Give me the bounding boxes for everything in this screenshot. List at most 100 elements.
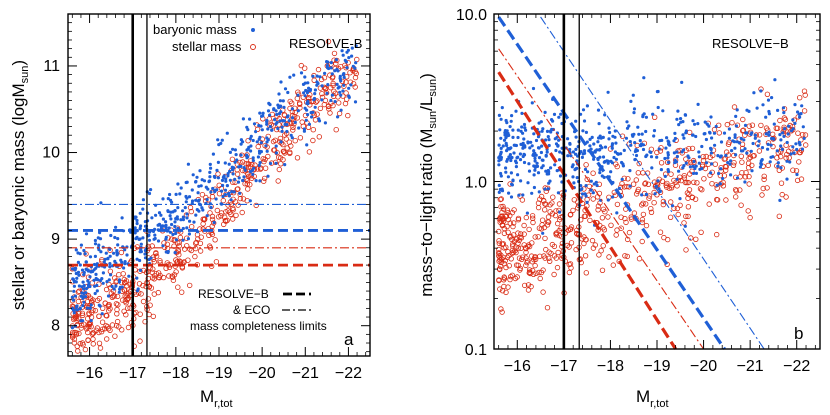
stellar-point xyxy=(287,98,293,105)
panel-b-xlabel: Mr,tot xyxy=(636,387,669,410)
baryonic-point xyxy=(800,104,804,108)
stellar-point xyxy=(765,162,771,169)
baryonic-point xyxy=(764,132,768,136)
baryonic-point xyxy=(114,225,118,229)
stellar-point xyxy=(545,214,552,220)
completeness-line1: RESOLVE−B xyxy=(198,287,269,301)
baryonic-point xyxy=(664,146,668,150)
stellar-point xyxy=(207,210,213,216)
stellar-point xyxy=(536,269,542,276)
baryonic-point xyxy=(634,153,639,158)
stellar-point xyxy=(519,197,526,203)
baryonic-point xyxy=(265,149,269,153)
baryonic-point xyxy=(753,133,758,137)
stellar-point xyxy=(499,222,506,228)
baryonic-point xyxy=(546,168,550,173)
baryonic-point xyxy=(297,126,301,130)
stellar-point xyxy=(249,161,255,168)
baryonic-point xyxy=(524,128,528,132)
baryonic-point xyxy=(305,91,309,95)
stellar-point xyxy=(530,271,537,277)
baryonic-point xyxy=(342,83,346,87)
stellar-point xyxy=(310,137,316,144)
baryonic-point xyxy=(584,184,588,188)
baryonic-point xyxy=(766,98,771,102)
baryonic-point xyxy=(248,199,252,203)
baryonic-point xyxy=(254,130,258,134)
stellar-point xyxy=(555,249,561,256)
baryonic-point xyxy=(499,150,503,154)
stellar-point xyxy=(272,137,278,143)
stellar-point xyxy=(278,161,284,167)
baryonic-point xyxy=(726,161,730,165)
baryonic-point xyxy=(788,160,792,164)
stellar-point xyxy=(675,211,681,218)
baryonic-point xyxy=(261,114,265,118)
baryonic-point xyxy=(279,110,283,114)
baryonic-point xyxy=(543,187,547,191)
baryonic-point xyxy=(715,183,719,187)
baryonic-point xyxy=(585,200,589,204)
baryonic-point xyxy=(499,146,503,150)
baryonic-point xyxy=(558,174,563,178)
stellar-point xyxy=(532,254,538,260)
baryonic-point xyxy=(345,50,349,54)
baryonic-point xyxy=(280,129,284,133)
stellar-point xyxy=(532,234,538,240)
baryonic-point xyxy=(229,198,233,202)
baryonic-point xyxy=(526,181,530,185)
stellar-point xyxy=(112,333,118,339)
baryonic-point xyxy=(700,144,704,149)
baryonic-point xyxy=(657,147,661,151)
stellar-point xyxy=(192,245,199,252)
baryonic-point xyxy=(785,140,789,145)
baryonic-point xyxy=(675,150,679,154)
baryonic-point xyxy=(88,255,93,259)
baryonic-point xyxy=(316,81,320,86)
stellar-point xyxy=(209,213,216,220)
baryonic-point xyxy=(503,133,507,137)
baryonic-point xyxy=(700,167,704,171)
baryonic-point xyxy=(656,89,660,94)
stellar-point xyxy=(779,191,785,198)
stellar-point xyxy=(345,112,351,119)
stellar-point xyxy=(297,135,304,141)
baryonic-point xyxy=(569,154,573,158)
baryonic-point xyxy=(138,258,142,263)
baryonic-point xyxy=(768,160,772,164)
stellar-point xyxy=(244,186,251,192)
baryonic-point xyxy=(83,295,88,299)
baryonic-point xyxy=(234,153,238,157)
stellar-point xyxy=(503,213,510,219)
panel-b-frame xyxy=(493,13,821,350)
stellar-point xyxy=(703,153,709,160)
stellar-point xyxy=(140,298,147,305)
stellar-point xyxy=(197,248,204,254)
baryonic-point xyxy=(512,151,516,155)
stellar-point xyxy=(523,255,529,261)
baryonic-point xyxy=(516,173,520,177)
baryonic-point xyxy=(238,191,242,195)
baryonic-point xyxy=(141,236,145,240)
baryonic-point xyxy=(278,119,282,123)
baryonic-point xyxy=(265,120,269,124)
stellar-point xyxy=(639,202,645,208)
stellar-point xyxy=(682,179,689,186)
baryonic-point xyxy=(516,135,520,140)
baryonic-point xyxy=(87,284,91,289)
stellar-point xyxy=(613,232,619,238)
baryonic-point xyxy=(759,161,763,166)
baryonic-point xyxy=(259,141,263,145)
stellar-point xyxy=(689,145,696,152)
baryonic-point xyxy=(520,111,524,115)
stellar-point xyxy=(745,164,752,171)
stellar-point xyxy=(187,204,194,211)
baryonic-point xyxy=(634,148,638,152)
stellar-point xyxy=(82,346,89,353)
baryonic-point xyxy=(99,201,103,205)
stellar-point xyxy=(535,204,542,211)
baryonic-point xyxy=(250,168,254,173)
baryonic-point xyxy=(683,224,687,228)
stellar-point xyxy=(352,84,358,90)
baryonic-point xyxy=(258,179,262,183)
